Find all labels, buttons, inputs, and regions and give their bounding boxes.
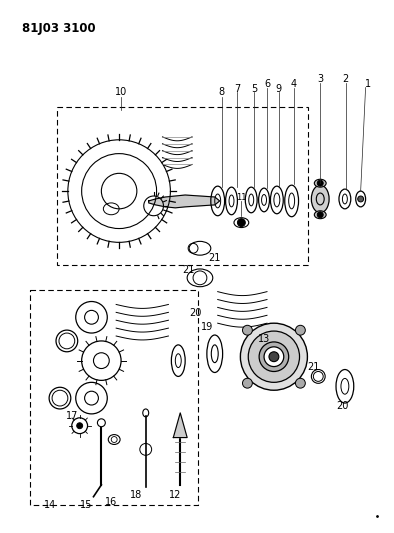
Circle shape bbox=[264, 347, 284, 367]
Text: 6: 6 bbox=[264, 78, 270, 88]
Ellipse shape bbox=[259, 342, 289, 372]
Text: 9: 9 bbox=[276, 84, 282, 94]
Circle shape bbox=[296, 378, 305, 388]
Text: 81J03 3100: 81J03 3100 bbox=[22, 21, 96, 35]
Text: 1: 1 bbox=[364, 78, 371, 88]
Text: 8: 8 bbox=[219, 87, 225, 98]
Text: 18: 18 bbox=[130, 490, 142, 500]
Circle shape bbox=[317, 212, 323, 217]
Text: 20: 20 bbox=[189, 308, 201, 318]
Bar bbox=[30, 289, 198, 505]
Bar bbox=[57, 107, 309, 265]
Text: 21: 21 bbox=[307, 361, 320, 372]
Text: 16: 16 bbox=[105, 497, 117, 507]
Circle shape bbox=[269, 352, 279, 361]
Text: 11: 11 bbox=[236, 193, 247, 203]
Ellipse shape bbox=[240, 323, 307, 390]
Circle shape bbox=[317, 180, 323, 186]
Circle shape bbox=[238, 219, 245, 227]
Circle shape bbox=[242, 325, 252, 335]
Text: 21: 21 bbox=[182, 265, 194, 275]
Circle shape bbox=[296, 325, 305, 335]
Text: 20: 20 bbox=[337, 401, 349, 411]
Text: 12: 12 bbox=[169, 490, 182, 500]
Text: 5: 5 bbox=[251, 84, 257, 94]
Text: 14: 14 bbox=[44, 499, 56, 510]
Text: 19: 19 bbox=[201, 322, 213, 332]
Ellipse shape bbox=[314, 179, 326, 187]
Circle shape bbox=[358, 196, 364, 202]
Polygon shape bbox=[149, 195, 220, 208]
Ellipse shape bbox=[311, 185, 329, 213]
Polygon shape bbox=[173, 413, 187, 438]
Ellipse shape bbox=[248, 331, 299, 382]
Text: 3: 3 bbox=[317, 74, 323, 84]
Text: 13: 13 bbox=[258, 334, 270, 344]
Text: 15: 15 bbox=[80, 499, 93, 510]
Text: 10: 10 bbox=[115, 87, 127, 98]
Text: 4: 4 bbox=[290, 78, 297, 88]
Ellipse shape bbox=[314, 211, 326, 219]
Text: 2: 2 bbox=[343, 74, 349, 84]
Circle shape bbox=[77, 423, 83, 429]
Circle shape bbox=[242, 378, 252, 388]
Text: 7: 7 bbox=[234, 84, 241, 94]
Text: 17: 17 bbox=[66, 411, 78, 421]
Text: 21: 21 bbox=[208, 253, 221, 263]
